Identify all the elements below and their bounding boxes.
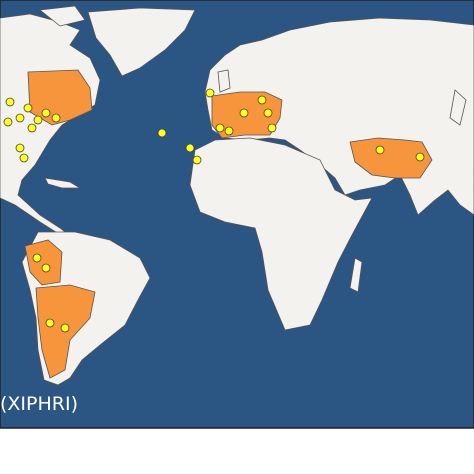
point bbox=[224, 126, 234, 136]
legend-label: (XIPHRI) bbox=[0, 393, 78, 415]
point bbox=[15, 143, 25, 153]
point bbox=[23, 103, 33, 113]
africa bbox=[189, 137, 373, 331]
point bbox=[15, 113, 25, 123]
point bbox=[267, 123, 277, 133]
occurrence-points bbox=[3, 88, 425, 333]
point bbox=[375, 145, 385, 155]
point bbox=[45, 318, 55, 328]
point bbox=[51, 113, 61, 123]
point bbox=[192, 155, 202, 165]
madagascar bbox=[349, 257, 363, 293]
iran-pakistan bbox=[349, 137, 433, 179]
point bbox=[41, 263, 51, 273]
point bbox=[60, 323, 70, 333]
point bbox=[205, 88, 215, 98]
point bbox=[27, 123, 37, 133]
point bbox=[415, 152, 425, 162]
japan bbox=[449, 89, 467, 126]
greenland bbox=[87, 7, 196, 77]
peru-bolivia bbox=[24, 239, 63, 286]
point bbox=[41, 108, 51, 118]
point bbox=[33, 115, 43, 125]
caribbean bbox=[44, 177, 82, 189]
point bbox=[19, 153, 29, 163]
point bbox=[157, 128, 167, 138]
point bbox=[215, 123, 225, 133]
arctic-islands bbox=[38, 5, 86, 27]
point bbox=[257, 95, 267, 105]
point bbox=[185, 143, 195, 153]
point bbox=[5, 97, 15, 107]
point bbox=[32, 253, 42, 263]
uk bbox=[217, 69, 231, 93]
point bbox=[239, 108, 249, 118]
point bbox=[263, 108, 273, 118]
point bbox=[3, 117, 13, 127]
